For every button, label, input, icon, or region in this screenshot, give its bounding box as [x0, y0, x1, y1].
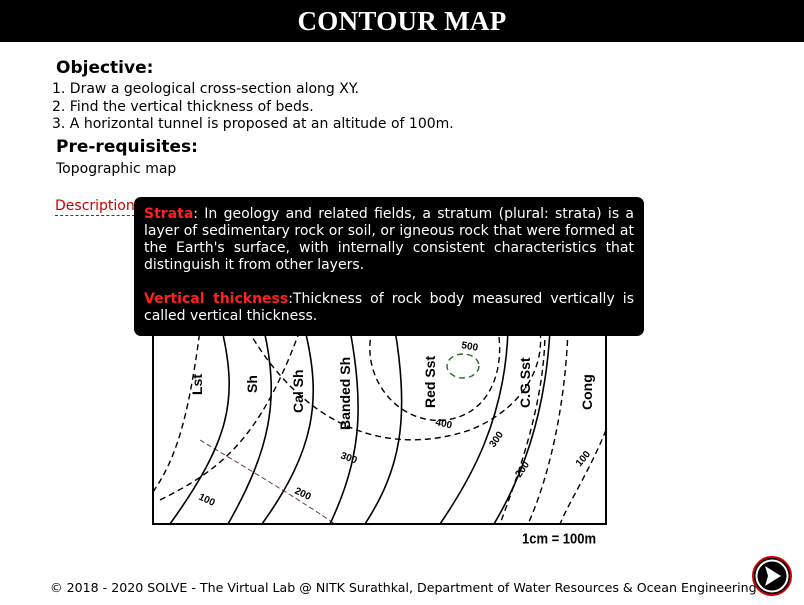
contour-label: 500	[460, 340, 479, 354]
prerequisites-text: Topographic map	[56, 161, 177, 177]
contour-100-left	[152, 329, 201, 493]
bed-boundary	[329, 329, 359, 525]
bed-boundary	[261, 329, 314, 525]
contour-label: 300	[339, 450, 359, 466]
bed-label-lst: Lst	[189, 374, 205, 395]
contour-200-right	[527, 329, 569, 525]
bed-label-sh: Sh	[244, 375, 260, 393]
bed-label-cg-sst: C.G Sst	[517, 357, 533, 408]
bed-boundary	[227, 329, 272, 525]
bed-label-banded-sh: Banded Sh	[337, 357, 353, 430]
page-title: CONTOUR MAP	[297, 6, 507, 36]
contour-label: 100	[197, 492, 217, 509]
bed-label-red-sst: Red Sst	[422, 356, 438, 408]
bed-boundary	[169, 329, 230, 525]
strata-definition: Strata: In geology and related fields, a…	[144, 206, 634, 274]
bed-boundary	[493, 329, 551, 525]
objective-item: 2. Find the vertical thickness of beds.	[52, 98, 314, 115]
contour-label: 300	[487, 429, 506, 449]
objective-item: 1. Draw a geological cross-section along…	[52, 81, 359, 97]
contour-300	[247, 329, 542, 441]
strata-text: : In geology and related fields, a strat…	[144, 206, 634, 273]
contour-200-inner	[199, 439, 336, 525]
contour-label: 400	[434, 417, 453, 431]
strata-term: Strata	[144, 206, 194, 222]
contour-500-closed	[446, 353, 480, 379]
next-button[interactable]	[752, 556, 792, 596]
map-frame	[152, 329, 607, 525]
contour-100-right	[559, 429, 607, 525]
bed-label-cong: Cong	[579, 374, 595, 410]
objective-list: 1. Draw a geological cross-section along…	[52, 81, 454, 134]
footer-text: © 2018 - 2020 SOLVE - The Virtual Lab @ …	[50, 580, 757, 595]
definition-tooltip: Strata: In geology and related fields, a…	[134, 197, 644, 336]
contour-200-left	[159, 329, 301, 501]
bed-boundary	[364, 329, 403, 525]
contour-400	[369, 329, 501, 421]
objective-item: 3. A horizontal tunnel is proposed at an…	[52, 116, 454, 132]
prerequisites-heading: Pre-requisites:	[56, 137, 198, 157]
description-link[interactable]: Description	[55, 198, 135, 216]
title-bar: CONTOUR MAP	[0, 0, 804, 42]
bed-label-cal-sh: Cal Sh	[290, 369, 306, 413]
objective-heading: Objective:	[56, 58, 154, 78]
contour-300-right	[499, 329, 546, 525]
map-scale: 1cm = 100m	[522, 531, 596, 547]
bed-boundary	[439, 329, 509, 525]
vertical-thickness-definition: Vertical thickness:Thickness of rock bod…	[144, 291, 634, 325]
contour-label: 200	[293, 486, 313, 503]
arrow-right-icon	[752, 556, 792, 596]
vertical-thickness-text: :Thickness of rock body measured vertica…	[144, 291, 634, 324]
vertical-thickness-term: Vertical thickness	[144, 291, 289, 307]
contour-label: 100	[574, 449, 593, 469]
